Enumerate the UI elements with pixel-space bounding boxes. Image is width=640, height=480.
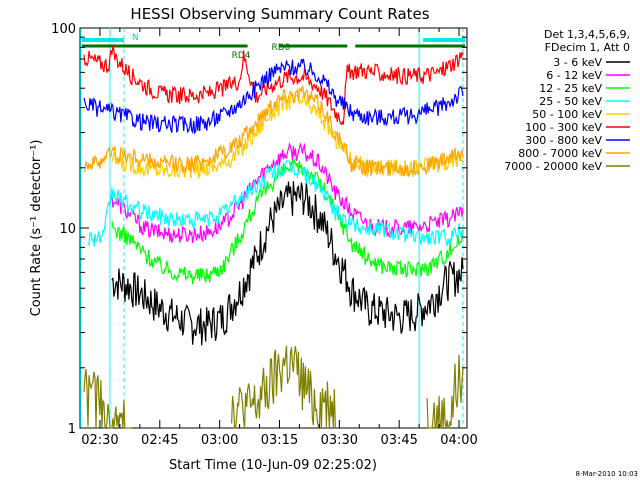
legend-label-0: 3 - 6 keV: [553, 56, 602, 69]
series-line-7: [83, 85, 464, 178]
series-line-4: [111, 93, 464, 179]
y-axis-label: Count Rate (s⁻¹ detector⁻¹): [29, 140, 44, 317]
series-line-8: [83, 345, 464, 431]
legend-header-1: FDecim 1, Att 0: [545, 41, 630, 54]
annotation-label-1: RD0: [272, 43, 291, 53]
x-tick-label-3: 03:15: [261, 433, 298, 448]
series-line-5: [83, 45, 464, 126]
x-tick-label-5: 03:45: [380, 433, 417, 448]
axis-layer: 1 10 100 02:30 02:45 03:00 03:15 03:30 03:45 04:0…: [51, 22, 478, 448]
legend-label-7: 800 - 7000 keV: [518, 147, 602, 160]
footer-date: 8-Mar-2010 10:03: [576, 470, 638, 478]
y-tick-label-1: 10: [59, 222, 76, 237]
chart-title: HESSI Observing Summary Count Rates: [130, 5, 429, 23]
x-tick-label-4: 03:30: [321, 433, 358, 448]
legend-label-8: 7000 - 20000 keV: [504, 160, 602, 173]
series-line-6: [83, 58, 464, 135]
y-tick-label-2: 100: [51, 22, 76, 37]
series-line-2: [111, 157, 464, 285]
legend-label-6: 300 - 800 keV: [525, 134, 602, 147]
x-tick-label-1: 02:45: [141, 433, 178, 448]
legend-label-1: 6 - 12 keV: [546, 69, 602, 82]
series-line-0: [111, 181, 464, 346]
legend-label-3: 25 - 50 keV: [539, 95, 602, 108]
annotation-label-0: N: [132, 33, 139, 43]
legend-label-5: 100 - 300 keV: [525, 121, 602, 134]
legend: Det 1,3,4,5,6,9,FDecim 1, Att 0 3 - 6 keV…: [504, 28, 630, 173]
annotation-label-2: RD4: [232, 51, 251, 61]
x-tick-label-0: 02:30: [81, 433, 118, 448]
series-layer: [83, 45, 464, 431]
legend-label-4: 50 - 100 keV: [532, 108, 602, 121]
x-axis-label: Start Time (10-Jun-09 02:25:02): [169, 458, 377, 473]
x-tick-label-2: 03:00: [201, 433, 238, 448]
series-line-1: [111, 141, 464, 244]
series-line-3: [87, 160, 464, 247]
y-tick-label-0: 1: [68, 422, 76, 437]
legend-header-0: Det 1,3,4,5,6,9,: [544, 28, 630, 41]
x-tick-label-6: 04:00: [440, 433, 477, 448]
legend-label-2: 12 - 25 keV: [539, 82, 602, 95]
